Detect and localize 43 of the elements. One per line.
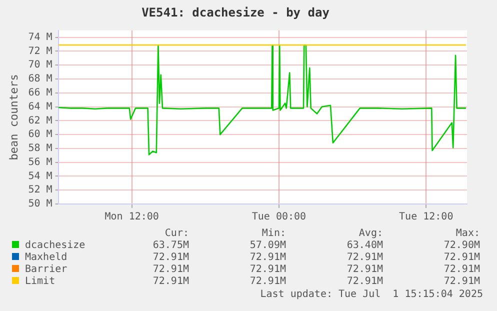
text: 72.91M bbox=[346, 264, 383, 276]
x-tick-label: Tue 00:00 bbox=[252, 212, 306, 223]
text: Max: bbox=[454, 228, 480, 240]
text: Last update: Tue Jul 1 15:15:04 2025 bbox=[260, 289, 483, 300]
y-tick-label: 60 M bbox=[28, 129, 52, 140]
legend-label: dcachesize bbox=[24, 240, 86, 252]
y-tick-label: 54 M bbox=[28, 170, 52, 182]
x-tick-label: Mon 12:00 bbox=[104, 212, 159, 223]
text: 57.09M bbox=[248, 240, 286, 252]
y-tick-label: 62 M bbox=[28, 115, 52, 126]
y-tick-label: 70 M bbox=[28, 60, 52, 71]
text: 72.91M bbox=[152, 264, 189, 276]
text: 72.91M bbox=[442, 276, 480, 288]
y-tick-label: 66 M bbox=[28, 87, 52, 98]
text: 72.91M bbox=[248, 252, 286, 264]
legend-label: Limit bbox=[24, 276, 56, 288]
text: 72.90M bbox=[442, 240, 480, 252]
y-tick-label: 68 M bbox=[28, 74, 52, 85]
y-tick-label: 56 M bbox=[28, 156, 52, 168]
legend-label: Maxheld bbox=[24, 252, 68, 264]
text: 72.91M bbox=[248, 276, 286, 288]
text: Avg: bbox=[358, 228, 383, 240]
text: 72.91M bbox=[152, 276, 189, 288]
text: 72.91M bbox=[442, 252, 480, 264]
y-tick-label: 74 M bbox=[28, 32, 52, 43]
y-tick-label: 72 M bbox=[28, 46, 52, 57]
text: 72.91M bbox=[346, 252, 383, 264]
text: 72.91M bbox=[152, 252, 189, 264]
y-tick-label: 52 M bbox=[28, 184, 52, 196]
y-axis-title: bean counters bbox=[7, 74, 20, 160]
text: 72.91M bbox=[346, 276, 383, 288]
legend-label: Barrier bbox=[24, 264, 68, 276]
chart-title: VE541: dcachesize - by day bbox=[142, 5, 330, 20]
text: 72.91M bbox=[248, 264, 286, 276]
text: 63.40M bbox=[346, 240, 383, 252]
y-tick-label: 64 M bbox=[28, 101, 52, 112]
y-tick-label: 58 M bbox=[28, 143, 52, 154]
x-tick-label: Tue 12:00 bbox=[399, 212, 454, 223]
text: Min: bbox=[260, 228, 286, 240]
text: Cur: bbox=[164, 228, 189, 240]
text: 63.75M bbox=[152, 240, 189, 252]
y-tick-label: 50 M bbox=[28, 198, 52, 210]
text: 72.91M bbox=[442, 264, 480, 276]
